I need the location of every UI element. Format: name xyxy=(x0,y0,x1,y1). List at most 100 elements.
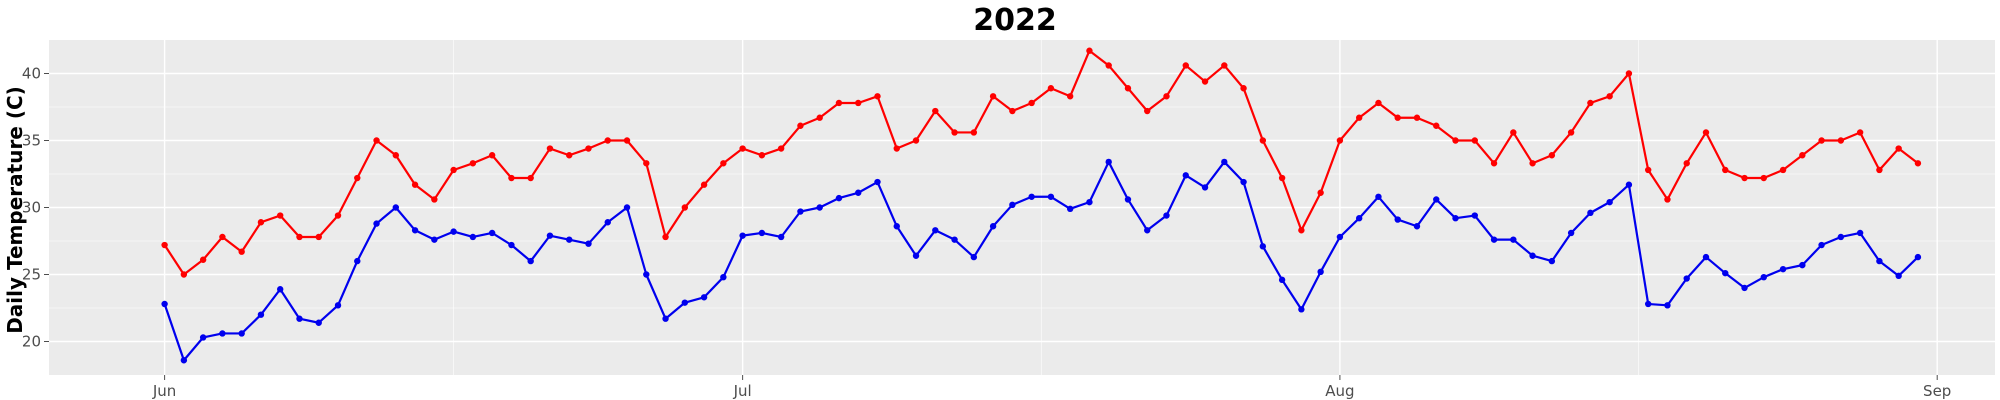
high-temperature-series xyxy=(161,47,1922,278)
data-point xyxy=(1336,233,1344,241)
data-point xyxy=(1818,137,1825,144)
data-point xyxy=(527,257,534,265)
data-point xyxy=(1221,62,1228,69)
data-point xyxy=(1606,93,1613,100)
data-point xyxy=(1664,196,1671,203)
data-point xyxy=(874,93,881,100)
data-point xyxy=(932,107,939,115)
data-point xyxy=(1124,196,1132,203)
data-point xyxy=(912,137,920,144)
data-point xyxy=(1510,129,1517,136)
data-point xyxy=(1375,193,1382,200)
data-point xyxy=(1394,216,1401,223)
data-point xyxy=(604,219,611,226)
data-point xyxy=(700,294,708,301)
data-point xyxy=(951,236,958,243)
data-point xyxy=(334,302,342,309)
data-point xyxy=(1683,275,1690,282)
data-point xyxy=(334,212,342,219)
data-point xyxy=(1201,78,1209,85)
data-point xyxy=(1644,166,1652,174)
data-point xyxy=(1567,129,1575,136)
y-tick-label: 40 xyxy=(22,65,41,83)
data-point xyxy=(1702,253,1710,261)
series-line xyxy=(163,160,1919,362)
data-point xyxy=(1105,158,1112,166)
y-axis: 20 25 30 35 40 xyxy=(22,65,49,351)
data-point xyxy=(354,174,361,182)
data-point xyxy=(681,204,689,211)
data-point xyxy=(1105,62,1112,69)
data-point xyxy=(1375,99,1382,107)
data-point xyxy=(373,220,380,227)
data-point xyxy=(354,257,361,265)
low-temperature-series xyxy=(161,158,1922,364)
data-point xyxy=(1876,257,1883,265)
x-tick-label: Jul xyxy=(733,382,752,400)
data-point xyxy=(277,286,284,293)
data-point xyxy=(1298,306,1305,313)
data-point xyxy=(912,252,920,259)
data-point xyxy=(585,240,592,247)
data-point xyxy=(1452,137,1459,144)
data-point xyxy=(643,271,650,278)
data-point xyxy=(951,129,958,136)
data-point xyxy=(199,334,207,341)
data-point xyxy=(1028,99,1035,107)
data-point xyxy=(1587,99,1594,107)
data-point xyxy=(1471,137,1478,144)
series-layer xyxy=(161,47,1922,364)
data-point xyxy=(1240,178,1247,186)
data-point xyxy=(1722,269,1729,277)
data-point xyxy=(1047,193,1055,200)
data-point xyxy=(1529,252,1536,259)
data-point xyxy=(816,204,823,211)
data-point xyxy=(1221,158,1228,166)
data-point xyxy=(469,160,477,167)
data-point xyxy=(1837,137,1845,144)
x-tick-label: Aug xyxy=(1325,382,1354,400)
data-point xyxy=(392,152,400,159)
data-point xyxy=(1548,257,1556,265)
data-point xyxy=(1047,85,1055,92)
data-point xyxy=(566,236,573,243)
data-point xyxy=(1009,201,1016,209)
data-point xyxy=(1702,129,1710,136)
y-tick-label: 30 xyxy=(22,199,41,217)
data-point xyxy=(1394,114,1401,121)
data-point xyxy=(1664,302,1671,309)
data-point xyxy=(1086,47,1093,54)
data-point xyxy=(739,232,746,239)
data-point xyxy=(1490,236,1498,243)
data-point xyxy=(1510,236,1517,243)
data-point xyxy=(431,236,438,243)
data-point xyxy=(1317,189,1324,196)
data-point xyxy=(893,145,900,152)
data-point xyxy=(1413,114,1421,121)
y-axis-label: Daily Temperature (C) xyxy=(3,86,27,334)
data-point xyxy=(1760,273,1767,281)
data-point xyxy=(1856,129,1864,136)
data-point xyxy=(508,174,515,182)
data-point xyxy=(1779,265,1787,273)
data-point xyxy=(835,194,843,202)
data-point xyxy=(1433,122,1440,129)
data-point xyxy=(662,315,669,322)
data-point xyxy=(315,233,322,241)
data-point xyxy=(546,145,554,152)
data-point xyxy=(1278,174,1286,182)
data-point xyxy=(1490,160,1498,167)
data-point xyxy=(1182,172,1189,179)
data-point xyxy=(1606,198,1613,206)
data-point xyxy=(1240,85,1247,92)
data-point xyxy=(1086,198,1093,206)
data-point xyxy=(1028,193,1035,200)
data-point xyxy=(219,233,226,241)
y-tick-label: 35 xyxy=(22,132,41,150)
data-point xyxy=(1799,261,1806,269)
data-point xyxy=(488,152,496,159)
data-point xyxy=(855,99,862,107)
y-tick-label: 25 xyxy=(22,266,41,284)
data-point xyxy=(1895,272,1902,280)
x-axis: Jun Jul Aug Sep xyxy=(152,375,1951,400)
